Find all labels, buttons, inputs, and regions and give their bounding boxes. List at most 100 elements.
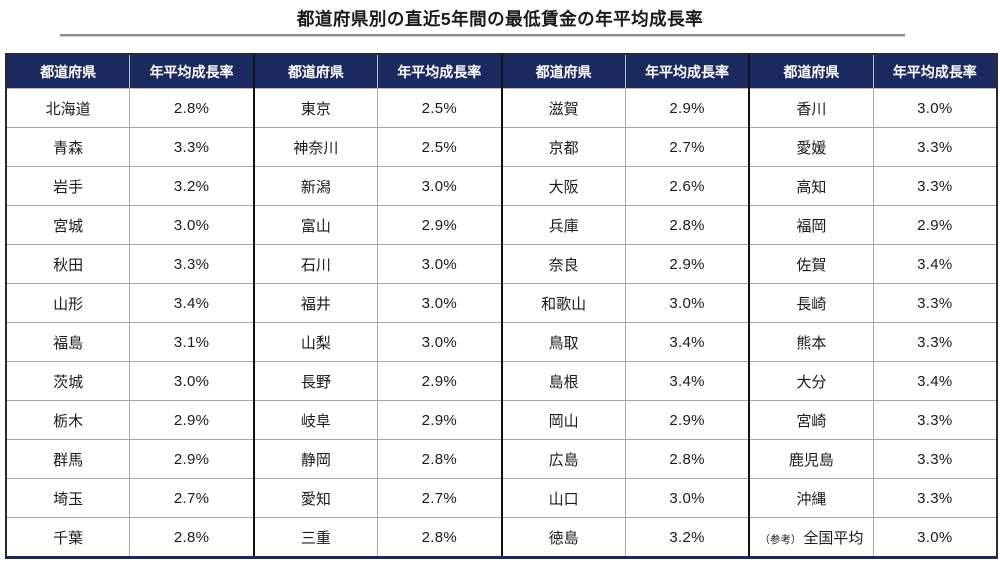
- rate-cell: 3.3%: [872, 478, 998, 518]
- table-header: 都道府県 年平均成長率 都道府県 年平均成長率 都道府県 年平均成長率 都道府県…: [5, 53, 998, 89]
- prefecture-cell: 新潟: [252, 166, 379, 206]
- table-row: 青森 3.3% 神奈川 2.5% 京都 2.7% 愛媛 3.3%: [5, 127, 998, 167]
- prefecture-cell: 兵庫: [500, 205, 626, 245]
- prefecture-cell: 神奈川: [252, 127, 379, 167]
- prefecture-cell: 埼玉: [5, 478, 131, 518]
- rate-cell: 2.9%: [377, 361, 502, 401]
- prefecture-cell: 愛媛: [748, 127, 874, 167]
- prefecture-cell: 鹿児島: [748, 439, 874, 479]
- rate-cell: 3.3%: [872, 439, 998, 479]
- rate-cell: 3.2%: [624, 517, 750, 558]
- rate-cell: 2.8%: [129, 88, 255, 128]
- prefecture-cell: 山形: [5, 283, 131, 323]
- prefecture-cell: 愛知: [252, 478, 379, 518]
- prefecture-cell: 三重: [252, 517, 379, 558]
- rate-cell: 3.0%: [129, 205, 255, 245]
- prefecture-cell: 青森: [5, 127, 131, 167]
- prefecture-cell: 秋田: [5, 244, 131, 284]
- rate-cell: 3.0%: [377, 283, 502, 323]
- prefecture-cell: 高知: [748, 166, 874, 206]
- prefecture-cell: 長崎: [748, 283, 874, 323]
- rate-cell: 2.8%: [377, 517, 502, 558]
- rate-cell: 2.8%: [624, 439, 750, 479]
- prefecture-cell: 東京: [252, 88, 379, 128]
- prefecture-cell: 沖縄: [748, 478, 874, 518]
- header-rate-1: 年平均成長率: [129, 53, 255, 89]
- header-prefecture-4: 都道府県: [748, 53, 874, 89]
- rate-cell: 3.0%: [624, 478, 750, 518]
- prefecture-cell: 大分: [748, 361, 874, 401]
- table-row: 群馬 2.9% 静岡 2.8% 広島 2.8% 鹿児島 3.3%: [5, 439, 998, 479]
- prefecture-cell: 佐賀: [748, 244, 874, 284]
- rate-cell: 2.9%: [872, 205, 998, 245]
- rate-cell: 3.0%: [377, 166, 502, 206]
- rate-cell: 3.3%: [129, 127, 255, 167]
- rate-cell: 2.5%: [377, 127, 502, 167]
- table-row: 福島 3.1% 山梨 3.0% 鳥取 3.4% 熊本 3.3%: [5, 322, 998, 362]
- rate-cell: 3.3%: [872, 322, 998, 362]
- table-row: 岩手 3.2% 新潟 3.0% 大阪 2.6% 高知 3.3%: [5, 166, 998, 206]
- minimum-wage-growth-table: 都道府県 年平均成長率 都道府県 年平均成長率 都道府県 年平均成長率 都道府県…: [5, 53, 998, 559]
- rate-cell: 2.9%: [377, 205, 502, 245]
- prefecture-cell: 岩手: [5, 166, 131, 206]
- rate-cell: 2.9%: [129, 400, 255, 440]
- table-row: 秋田 3.3% 石川 3.0% 奈良 2.9% 佐賀 3.4%: [5, 244, 998, 284]
- table-row: 埼玉 2.7% 愛知 2.7% 山口 3.0% 沖縄 3.3%: [5, 478, 998, 518]
- prefecture-cell: 富山: [252, 205, 379, 245]
- rate-cell: 3.1%: [129, 322, 255, 362]
- header-prefecture-3: 都道府県: [500, 53, 626, 89]
- prefecture-cell: 広島: [500, 439, 626, 479]
- prefecture-cell: 長野: [252, 361, 379, 401]
- header-rate-4: 年平均成長率: [872, 53, 998, 89]
- title-underline: [60, 34, 905, 37]
- header-prefecture-1: 都道府県: [5, 53, 131, 89]
- rate-cell: 3.0%: [624, 283, 750, 323]
- prefecture-cell: 岡山: [500, 400, 626, 440]
- table-row: 茨城 3.0% 長野 2.9% 島根 3.4% 大分 3.4%: [5, 361, 998, 401]
- prefecture-cell: 島根: [500, 361, 626, 401]
- prefecture-cell: 滋賀: [500, 88, 626, 128]
- rate-cell: 3.0%: [377, 244, 502, 284]
- rate-cell: 2.7%: [377, 478, 502, 518]
- prefecture-cell: 鳥取: [500, 322, 626, 362]
- rate-cell: 3.4%: [872, 244, 998, 284]
- rate-cell: 3.0%: [129, 361, 255, 401]
- prefecture-cell: 香川: [748, 88, 874, 128]
- prefecture-cell: 栃木: [5, 400, 131, 440]
- rate-cell: 3.4%: [624, 322, 750, 362]
- rate-cell: 2.9%: [624, 244, 750, 284]
- prefecture-cell: （参考） 全国平均: [748, 517, 874, 558]
- rate-cell: 2.9%: [129, 439, 255, 479]
- rate-cell: 3.4%: [872, 361, 998, 401]
- rate-cell: 3.0%: [872, 517, 998, 558]
- prefecture-cell: 群馬: [5, 439, 131, 479]
- rate-cell: 2.9%: [377, 400, 502, 440]
- rate-cell: 2.8%: [377, 439, 502, 479]
- prefecture-cell: 和歌山: [500, 283, 626, 323]
- prefecture-cell: 岐阜: [252, 400, 379, 440]
- prefecture-cell: 福井: [252, 283, 379, 323]
- table-row: 山形 3.4% 福井 3.0% 和歌山 3.0% 長崎 3.3%: [5, 283, 998, 323]
- rate-cell: 2.8%: [624, 205, 750, 245]
- table-row: 千葉 2.8% 三重 2.8% 徳島 3.2% （参考） 全国平均 3.0%: [5, 517, 998, 558]
- prefecture-cell: 茨城: [5, 361, 131, 401]
- prefecture-cell: 徳島: [500, 517, 626, 558]
- prefecture-cell: 静岡: [252, 439, 379, 479]
- rate-cell: 3.3%: [872, 283, 998, 323]
- prefecture-cell: 福島: [5, 322, 131, 362]
- rate-cell: 3.4%: [624, 361, 750, 401]
- rate-cell: 2.7%: [624, 127, 750, 167]
- table-row: 栃木 2.9% 岐阜 2.9% 岡山 2.9% 宮崎 3.3%: [5, 400, 998, 440]
- prefecture-cell: 山口: [500, 478, 626, 518]
- rate-cell: 3.3%: [872, 166, 998, 206]
- page-title: 都道府県別の直近5年間の最低賃金の年平均成長率: [296, 9, 704, 29]
- prefecture-cell: 大阪: [500, 166, 626, 206]
- rate-cell: 2.7%: [129, 478, 255, 518]
- table-row: 北海道 2.8% 東京 2.5% 滋賀 2.9% 香川 3.0%: [5, 88, 998, 128]
- rate-cell: 3.0%: [377, 322, 502, 362]
- rate-cell: 2.9%: [624, 88, 750, 128]
- reference-note: （参考）: [759, 533, 802, 546]
- rate-cell: 3.0%: [872, 88, 998, 128]
- rate-cell: 2.6%: [624, 166, 750, 206]
- table-row: 宮城 3.0% 富山 2.9% 兵庫 2.8% 福岡 2.9%: [5, 205, 998, 245]
